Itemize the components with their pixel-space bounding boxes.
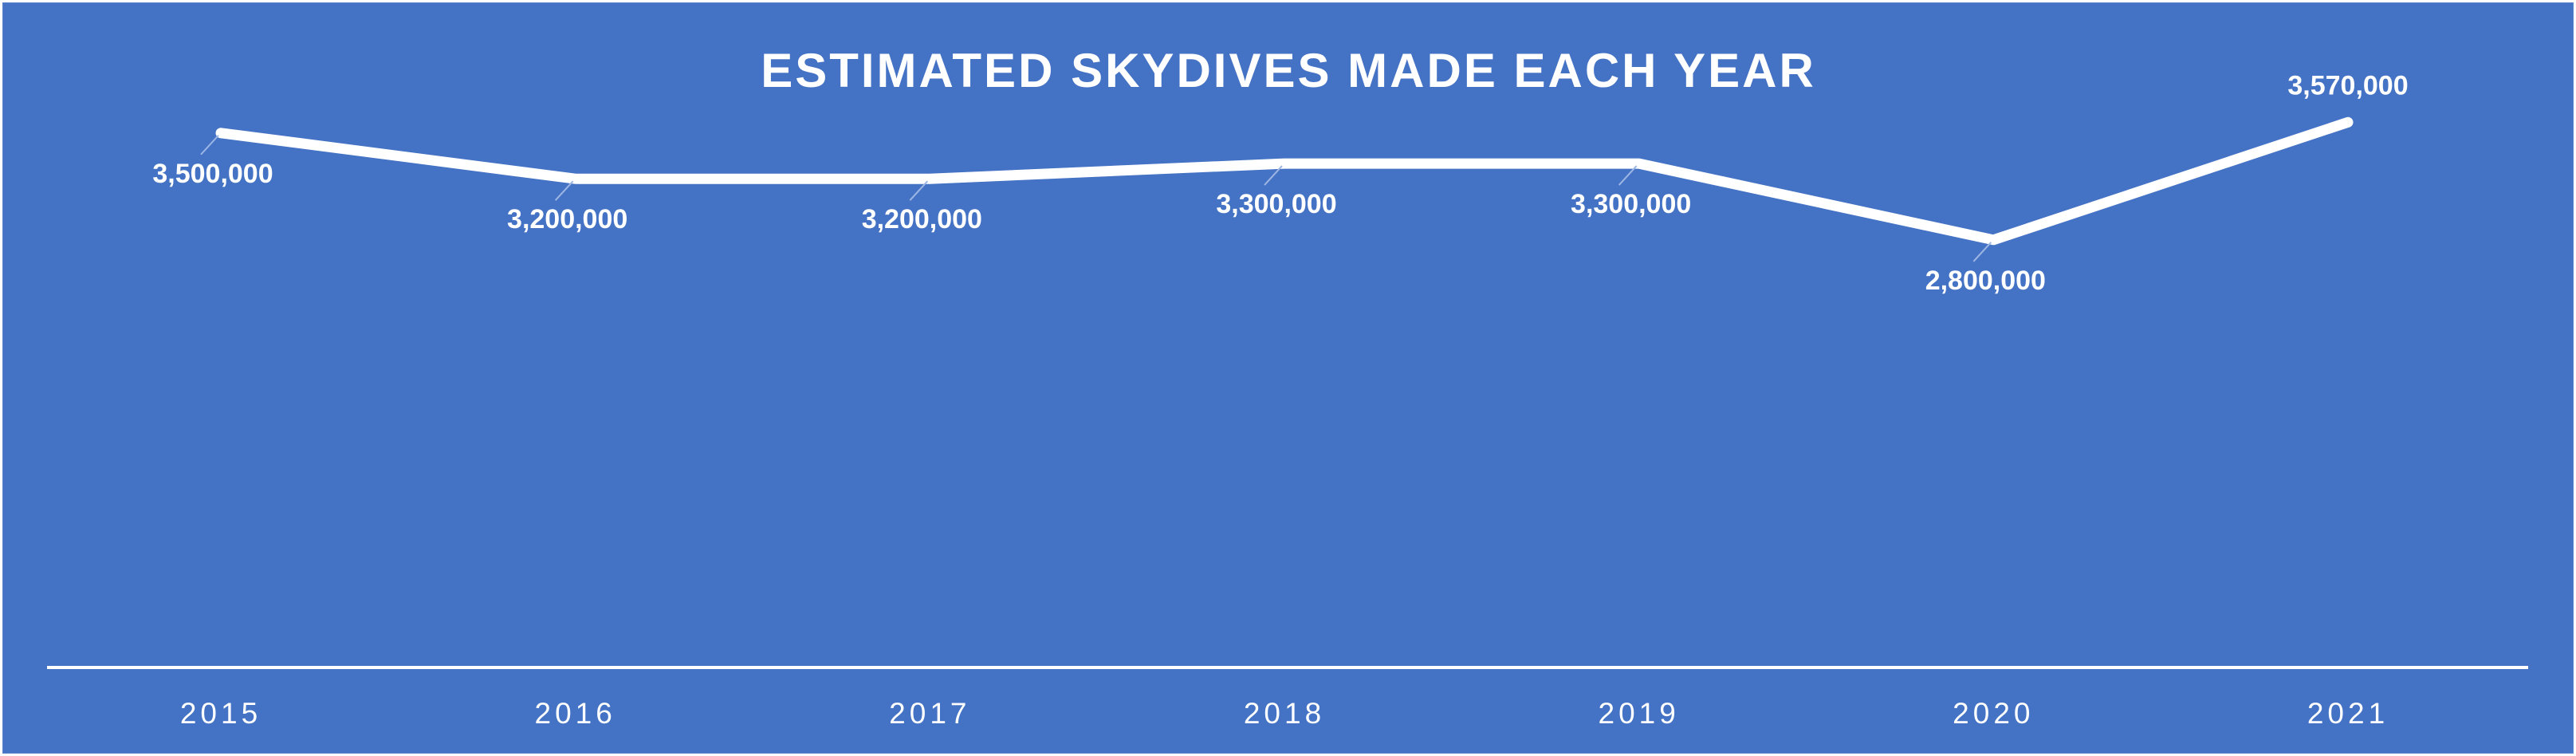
leader-line-2020 [1972, 242, 1992, 262]
data-labels: 3,500,000 3,200,000 3,200,000 3,300,000 3,30… [152, 70, 2408, 295]
leader-line-2016 [554, 180, 574, 201]
data-label-2016: 3,200,000 [507, 204, 627, 234]
data-label-2019: 3,300,000 [1571, 189, 1691, 219]
leader-line-2019 [1618, 165, 1638, 186]
x-tick-label-2020: 2020 [1953, 697, 2034, 730]
x-tick-label-2017: 2017 [889, 697, 970, 730]
x-tick-label-2015: 2015 [180, 697, 262, 730]
data-label-2021: 3,570,000 [2287, 70, 2408, 100]
data-point-2021 [2343, 117, 2353, 128]
x-tick-label-2019: 2019 [1599, 697, 1680, 730]
x-tick-label-2016: 2016 [535, 697, 616, 730]
leader-line-2017 [909, 180, 929, 201]
x-tick-label-2021: 2021 [2307, 697, 2389, 730]
x-tick-label-2018: 2018 [1244, 697, 1325, 730]
data-label-2017: 3,200,000 [862, 204, 982, 234]
data-label-2018: 3,300,000 [1216, 189, 1336, 219]
drop-lines [220, 122, 2349, 667]
leader-line-2015 [200, 135, 219, 156]
data-point-2019 [1634, 159, 1644, 169]
chart-title: ESTIMATED SKYDIVES MADE EACH YEAR [761, 44, 1816, 97]
data-label-2015: 3,500,000 [152, 159, 273, 189]
x-axis-tick-labels: 2015 2016 2017 2018 2019 2020 2021 [180, 697, 2389, 730]
data-label-2020: 2,800,000 [1925, 266, 2046, 296]
line-chart: ESTIMATED SKYDIVES MADE EACH YEAR 2015 20… [47, 44, 2528, 730]
leader-line-2018 [1264, 165, 1283, 186]
